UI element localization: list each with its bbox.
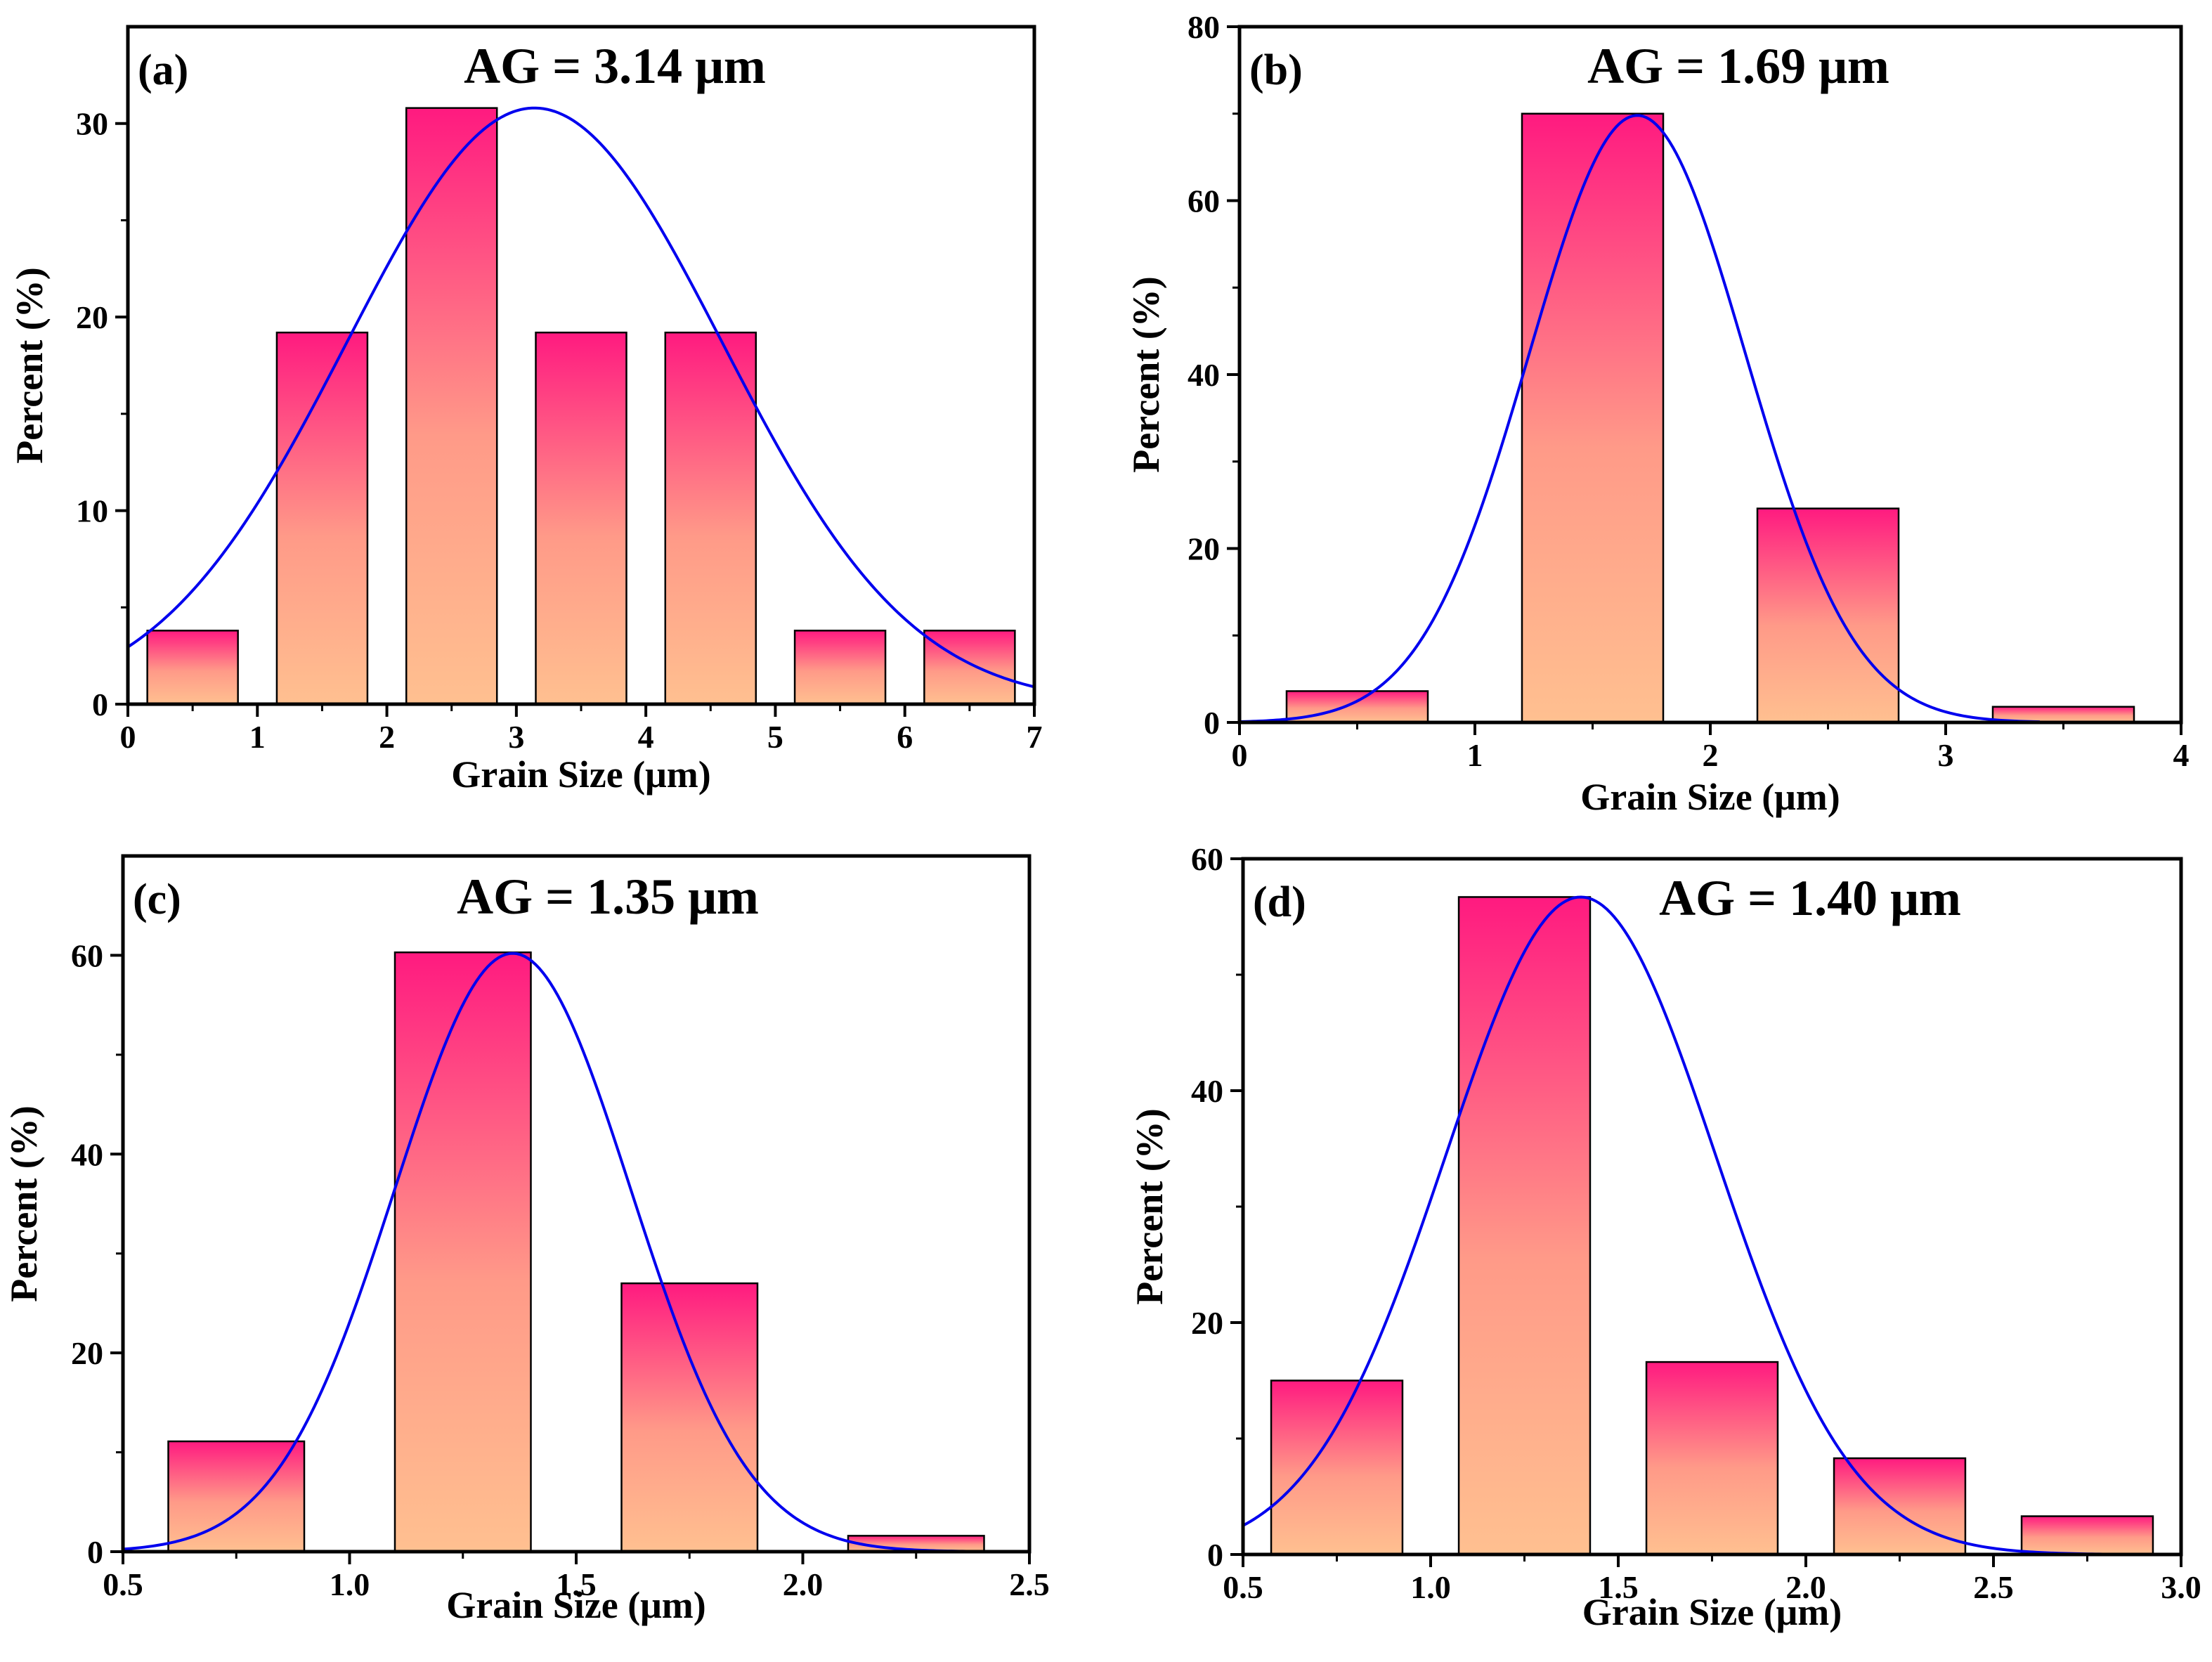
chart-panel-c: 0.5 1.0 1.5 2.0 2.5 0 20 40 60 Grain Size (μm) Per… [0, 831, 1106, 1662]
x-tick-label: 0.5 [103, 1566, 143, 1602]
y-tick-label: 30 [76, 106, 108, 142]
x-tick-label: 7 [1027, 719, 1043, 755]
y-tick-label: 40 [1188, 357, 1220, 393]
histogram-bar-3 [1645, 1361, 1779, 1556]
x-tick-label: 5 [767, 719, 783, 755]
x-axis-title: Grain Size (μm) [1580, 776, 1840, 818]
histogram-bar-1 [167, 1440, 306, 1553]
y-axis-title: Percent (%) [1125, 276, 1167, 472]
histogram-bar-3 [1756, 507, 1900, 724]
histogram-bar-2 [275, 331, 369, 706]
x-tick-label: 1.5 [556, 1566, 597, 1602]
histogram-bar-2 [1457, 896, 1592, 1556]
histogram-bar-5 [664, 331, 757, 706]
histogram-bar-3 [620, 1282, 759, 1553]
x-tick-label: 2 [379, 719, 395, 755]
gaussian-fit-curve [1240, 114, 2041, 722]
chart-a-svg: 0 1 2 3 4 5 6 7 0 10 20 30 Grain Size (μm) Percent (%… [8, 25, 1043, 796]
y-tick-label: 60 [1191, 841, 1223, 877]
panel-letter: (a) [138, 46, 188, 94]
x-tick-label: 1.0 [1410, 1569, 1451, 1605]
x-axis-title: Grain Size (μm) [446, 1584, 706, 1626]
histogram-bar-3 [405, 107, 498, 706]
average-grain-size-annotation: AG = 1.40 μm [1659, 870, 1961, 926]
panel-letter: (c) [133, 876, 181, 923]
y-tick-label: 60 [1188, 183, 1220, 219]
y-axis-title: Percent (%) [8, 267, 51, 463]
y-tick-label: 0 [92, 687, 108, 722]
chart-panel-a: 0 1 2 3 4 5 6 7 0 10 20 30 Grain Size (μm) Percent (%… [0, 0, 1106, 831]
average-grain-size-annotation: AG = 1.35 μm [457, 869, 759, 925]
histogram-bar-4 [1833, 1457, 1967, 1556]
y-tick-label: 40 [71, 1136, 103, 1172]
plot-frame [1237, 25, 2183, 725]
x-tick-label: 1 [1467, 737, 1483, 773]
x-tick-label: 3 [508, 719, 524, 755]
x-axis-title: Grain Size (μm) [451, 753, 711, 796]
x-tick-label: 4 [2173, 737, 2190, 773]
x-tick-label: 1.0 [330, 1566, 370, 1602]
x-tick-label: 0 [120, 719, 136, 755]
x-tick-label: 2 [1703, 737, 1719, 773]
average-grain-size-annotation: AG = 1.69 μm [1587, 38, 1889, 94]
gaussian-fit-curve [123, 952, 1007, 1552]
x-tick-label: 2.5 [1973, 1569, 2014, 1605]
x-tick-label: 2.5 [1009, 1566, 1050, 1602]
chart-panel-b: 0 1 2 3 4 0 20 40 60 80 Grain Size (μm) Percent (%)… [1106, 0, 2212, 831]
histogram-bar-2 [393, 951, 532, 1553]
y-tick-label: 10 [76, 493, 108, 529]
y-axis-title: Percent (%) [3, 1105, 45, 1301]
x-tick-label: 3 [1938, 737, 1954, 773]
y-tick-label: 20 [1188, 531, 1220, 567]
x-axis-title: Grain Size (μm) [1582, 1591, 1842, 1633]
y-tick-label: 20 [71, 1335, 103, 1371]
x-tick-label: 1 [249, 719, 266, 755]
panel-letter: (d) [1253, 878, 1306, 926]
panel-letter: (b) [1249, 46, 1303, 94]
chart-d-svg: 0.5 1.0 1.5 2.0 2.5 3.0 0 20 40 60 Grain Size (μm)… [1128, 841, 2201, 1633]
y-tick-label: 40 [1191, 1073, 1223, 1109]
histogram-bar-1 [146, 630, 239, 706]
y-tick-label: 0 [1207, 1537, 1223, 1573]
y-tick-label: 20 [1191, 1305, 1223, 1341]
y-tick-label: 20 [76, 299, 108, 335]
histogram-bar-7 [923, 630, 1016, 706]
x-tick-label: 6 [897, 719, 913, 755]
x-tick-label: 4 [638, 719, 654, 755]
y-tick-label: 80 [1188, 9, 1220, 45]
x-tick-label: 2.0 [1785, 1569, 1826, 1605]
histogram-bar-1 [1270, 1379, 1404, 1556]
x-tick-label: 0.5 [1223, 1569, 1263, 1605]
histogram-bar-5 [2020, 1515, 2154, 1556]
x-tick-label: 0 [1232, 737, 1248, 773]
histogram-bar-4 [535, 331, 627, 706]
x-tick-label: 3.0 [2161, 1569, 2201, 1605]
y-tick-label: 0 [87, 1534, 103, 1570]
y-tick-label: 0 [1204, 705, 1220, 741]
average-grain-size-annotation: AG = 3.14 μm [464, 38, 766, 94]
x-tick-label: 2.0 [783, 1566, 824, 1602]
chart-c-svg: 0.5 1.0 1.5 2.0 2.5 0 20 40 60 Grain Size (μm) Per… [3, 854, 1050, 1626]
y-axis-title: Percent (%) [1128, 1108, 1171, 1304]
gaussian-fit-curve [128, 106, 1034, 689]
x-tick-label: 1.5 [1598, 1569, 1639, 1605]
chart-panel-d: 0.5 1.0 1.5 2.0 2.5 3.0 0 20 40 60 Grain Size (μm)… [1106, 831, 2212, 1662]
gaussian-fit-curve [1243, 895, 2125, 1554]
histogram-bar-2 [1521, 112, 1665, 724]
y-tick-label: 60 [71, 937, 103, 973]
histogram-bar-6 [793, 630, 887, 706]
